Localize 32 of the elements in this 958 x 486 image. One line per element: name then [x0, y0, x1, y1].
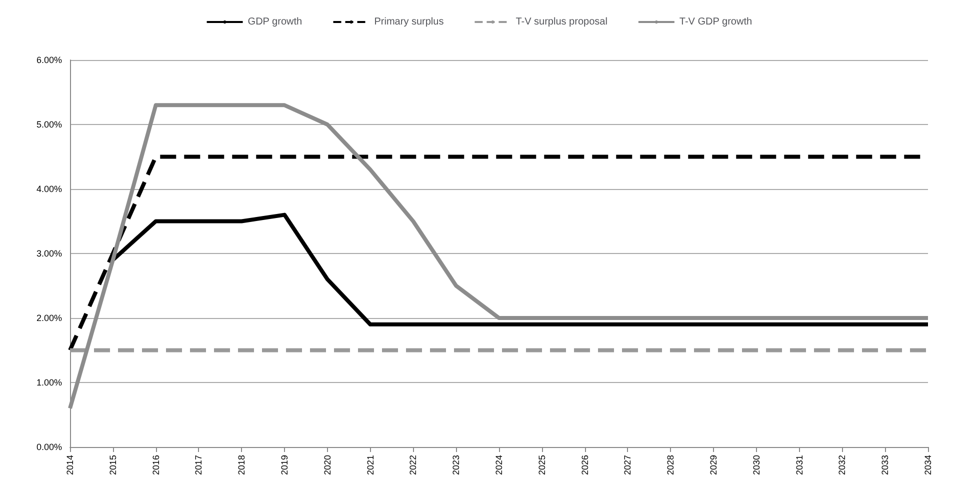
y-tick-label: 4.00%: [36, 184, 62, 194]
x-tick-label: 2026: [580, 454, 590, 476]
x-tick-label: 2029: [708, 454, 718, 476]
x-tick-label: 2014: [65, 454, 75, 476]
x-tick-label: 2027: [622, 454, 633, 476]
x-tick-label: 2018: [236, 454, 247, 476]
y-tick-label: 3.00%: [36, 248, 62, 258]
x-tick-label: 2021: [365, 454, 376, 476]
legend-label: GDP growth: [248, 16, 302, 28]
y-tick-label: 0.00%: [36, 442, 62, 452]
x-tick-label: 2022: [408, 454, 418, 476]
x-tick-label: 2023: [451, 454, 462, 476]
y-tick-label: 5.00%: [36, 119, 62, 130]
x-tick-label: 2025: [536, 454, 547, 476]
x-tick-label: 2017: [194, 454, 204, 476]
x-tick-label: 2015: [108, 454, 118, 476]
legend-label: Primary surplus: [374, 16, 444, 28]
y-tick-label: 2.00%: [36, 312, 62, 323]
legend-label: T-V GDP growth: [679, 16, 752, 28]
y-tick-label: 1.00%: [36, 377, 62, 388]
x-tick-label: 2032: [837, 454, 848, 476]
x-tick-label: 2034: [923, 454, 933, 476]
x-tick-label: 2024: [494, 454, 504, 476]
x-tick-label: 2028: [666, 454, 676, 476]
x-tick-label: 2020: [322, 454, 332, 476]
legend-label: T-V surplus proposal: [516, 16, 608, 28]
x-tick-label: 2019: [280, 454, 290, 476]
x-tick-label: 2033: [880, 454, 890, 476]
y-tick-label: 6.00%: [36, 55, 62, 65]
x-tick-label: 2030: [751, 454, 762, 476]
x-tick-label: 2016: [150, 454, 161, 476]
x-tick-label: 2031: [794, 454, 804, 476]
